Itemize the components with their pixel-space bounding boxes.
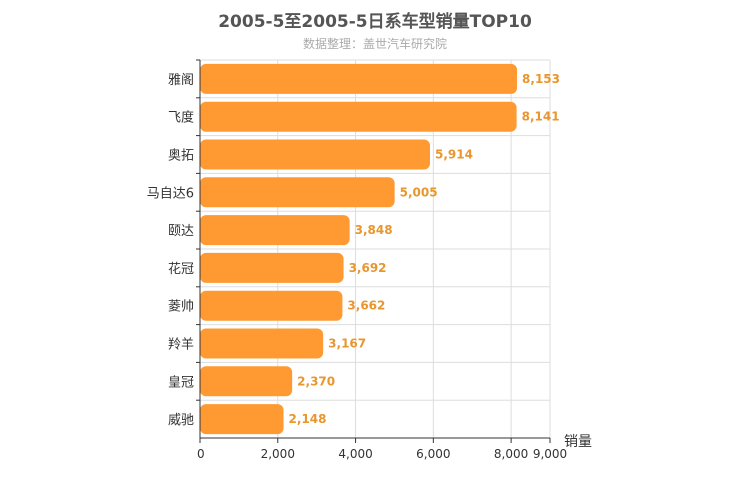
bar[interactable] bbox=[200, 252, 344, 283]
x-tick-label: 4,000 bbox=[338, 447, 372, 461]
y-tick-label: 雅阁 bbox=[168, 73, 194, 88]
y-tick-label: 菱帅 bbox=[168, 300, 194, 315]
data-label: 2,370 bbox=[297, 374, 335, 388]
chart-title: 2005-5至2005-5日系车型销量TOP10 bbox=[218, 12, 532, 32]
y-tick-label: 皇冠 bbox=[168, 375, 194, 390]
bar[interactable] bbox=[200, 366, 293, 397]
bar[interactable] bbox=[200, 63, 518, 94]
bar[interactable] bbox=[200, 139, 430, 170]
bar[interactable] bbox=[200, 404, 284, 435]
y-tick-label: 飞度 bbox=[168, 110, 194, 126]
data-label: 3,692 bbox=[349, 261, 387, 275]
data-label: 5,005 bbox=[400, 185, 438, 199]
x-tick-label: 8,000 bbox=[494, 447, 528, 461]
x-tick-label: 6,000 bbox=[416, 447, 450, 461]
y-tick-label: 颐达 bbox=[168, 224, 194, 239]
data-label: 8,141 bbox=[522, 110, 560, 124]
y-tick-label: 花冠 bbox=[168, 261, 194, 277]
data-label: 2,148 bbox=[289, 412, 327, 426]
bar[interactable] bbox=[200, 215, 350, 246]
y-tick-label: 奥拓 bbox=[168, 149, 194, 164]
y-tick-label: 马自达6 bbox=[147, 186, 194, 201]
chart-subtitle: 数据整理：盖世汽车研究院 bbox=[302, 37, 447, 51]
bar[interactable] bbox=[200, 101, 517, 132]
bar[interactable] bbox=[200, 177, 395, 208]
x-tick-label: 9,000 bbox=[533, 447, 567, 461]
data-label: 5,914 bbox=[435, 148, 473, 162]
data-label: 3,167 bbox=[328, 337, 366, 351]
x-tick-label: 2,000 bbox=[261, 447, 295, 461]
y-tick-label: 羚羊 bbox=[168, 337, 194, 353]
data-label: 8,153 bbox=[522, 72, 560, 86]
bar[interactable] bbox=[200, 328, 324, 359]
data-label: 3,848 bbox=[355, 223, 393, 237]
x-tick-label: 0 bbox=[197, 447, 205, 461]
y-tick-label: 威驰 bbox=[168, 413, 194, 428]
x-axis-label: 销量 bbox=[564, 434, 592, 450]
data-label: 3,662 bbox=[347, 299, 385, 313]
bar[interactable] bbox=[200, 290, 343, 321]
